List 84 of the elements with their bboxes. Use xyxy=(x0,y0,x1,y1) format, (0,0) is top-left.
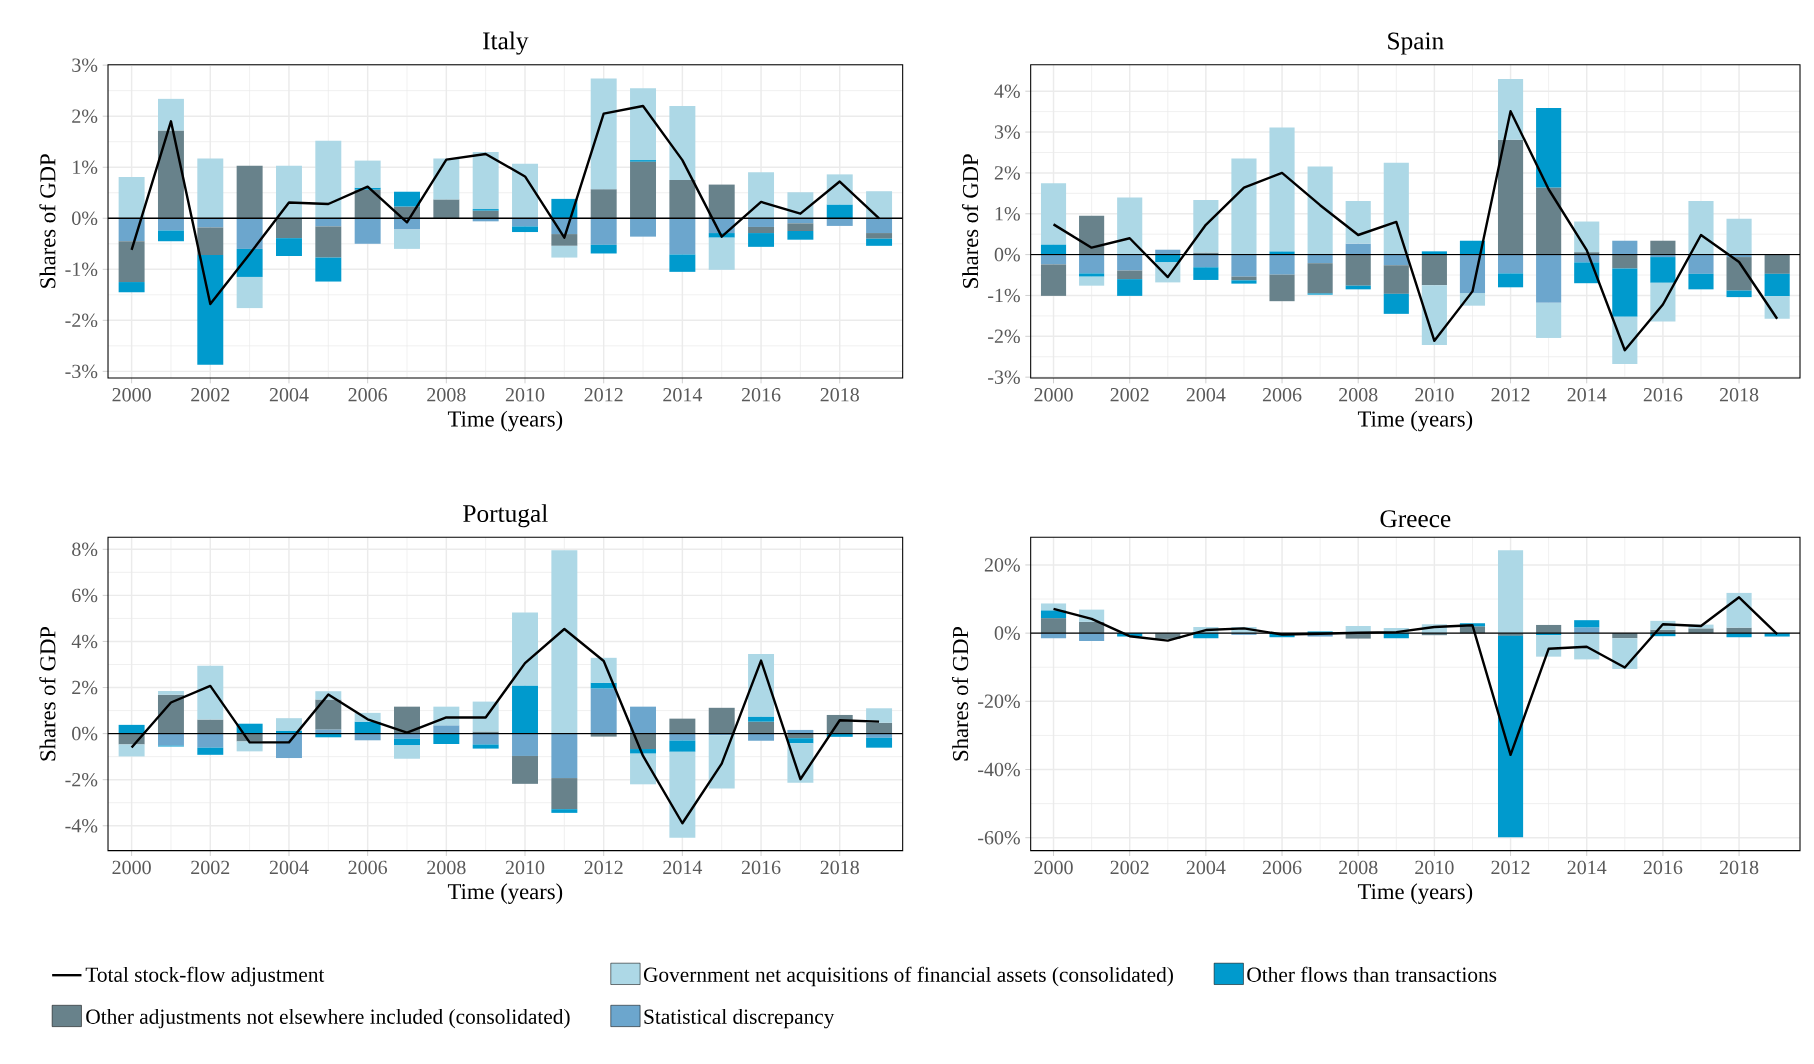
x-axis-title: Time (years) xyxy=(447,883,563,904)
x-tick-label: 2000 xyxy=(1034,388,1073,402)
x-tick-label: 2004 xyxy=(269,860,309,875)
legend-label: Total stock-flow adjustment xyxy=(85,966,325,987)
x-tick-label: 2006 xyxy=(348,860,388,875)
y-tick-label: -2% xyxy=(65,772,98,787)
y-tick-label: 8% xyxy=(72,542,98,557)
x-tick-label: 2004 xyxy=(1186,860,1226,875)
y-tick-label: 2% xyxy=(72,680,98,695)
x-tick-label: 2006 xyxy=(348,388,388,402)
legend-label: Government net acquisitions of financial assets (consolidated) xyxy=(643,966,1173,987)
y-tick-label: 4% xyxy=(71,634,98,649)
x-tick-label: 2008 xyxy=(427,388,466,402)
chart-title: Spain xyxy=(1388,32,1444,55)
x-tick-label: 2014 xyxy=(1567,388,1607,402)
y-tick-label: -3% xyxy=(65,364,98,379)
chart-title: Italy xyxy=(483,31,529,55)
y-tick-label: 1% xyxy=(995,206,1020,221)
x-tick-label: 2014 xyxy=(1567,860,1607,875)
y-tick-label: -60% xyxy=(978,830,1020,845)
x-tick-label: 2018 xyxy=(820,860,859,875)
x-tick-label: 2002 xyxy=(1110,388,1149,402)
x-tick-label: 2000 xyxy=(1034,860,1073,875)
x-axis-title: Time (years) xyxy=(1357,410,1473,432)
x-tick-label: 2008 xyxy=(1339,388,1378,402)
x-tick-label: 2002 xyxy=(191,388,230,402)
x-tick-label: 2014 xyxy=(663,388,703,402)
x-tick-label: 2008 xyxy=(427,860,466,875)
y-tick-label: -2% xyxy=(988,329,1020,344)
x-tick-label: 2002 xyxy=(1110,860,1149,875)
x-tick-label: 2006 xyxy=(1262,388,1302,402)
y-tick-label: -1% xyxy=(988,288,1020,303)
x-tick-label: 2010 xyxy=(1415,388,1454,402)
x-tick-label: 2016 xyxy=(741,860,781,875)
y-tick-label: 20% xyxy=(984,558,1020,572)
y-tick-label: -3% xyxy=(988,370,1020,384)
legend-label: Other flows than transactions xyxy=(1247,966,1497,982)
x-tick-label: 2012 xyxy=(584,388,623,402)
x-tick-label: 2016 xyxy=(1643,388,1683,402)
x-tick-label: 2010 xyxy=(505,388,545,402)
y-tick-label: 6% xyxy=(72,588,98,603)
x-tick-label: 2002 xyxy=(191,860,230,875)
y-tick-label: 2% xyxy=(72,109,98,123)
x-tick-label: 2016 xyxy=(1643,860,1683,875)
x-tick-label: 2000 xyxy=(112,388,151,402)
y-tick-label: 4% xyxy=(994,84,1020,99)
y-axis-title: Shares of GDP xyxy=(39,154,56,288)
y-tick-label: 3% xyxy=(994,125,1020,139)
x-tick-label: 2012 xyxy=(1491,860,1530,875)
y-tick-label: 2% xyxy=(994,166,1020,180)
chart-title: Greece xyxy=(1380,510,1451,528)
x-axis-title: Time (years) xyxy=(447,410,563,432)
x-tick-label: 2008 xyxy=(1339,860,1378,875)
x-tick-label: 2000 xyxy=(112,860,151,875)
y-axis-title: Shares of GDP xyxy=(951,626,969,761)
x-tick-label: 2004 xyxy=(1186,388,1226,402)
x-tick-label: 2006 xyxy=(1262,860,1302,875)
chart-title: Portugal xyxy=(463,504,548,528)
y-tick-label: -20% xyxy=(978,694,1020,709)
y-tick-label: -40% xyxy=(978,762,1020,777)
y-tick-label: 0% xyxy=(994,247,1020,262)
x-tick-label: 2004 xyxy=(269,388,309,402)
legend-label: Statistical discrepancy xyxy=(644,1008,835,1029)
y-tick-label: 3% xyxy=(72,58,98,72)
y-tick-label: -4% xyxy=(65,818,98,833)
x-tick-label: 2010 xyxy=(1415,860,1454,875)
y-tick-label: 0% xyxy=(72,211,98,226)
y-tick-label: -1% xyxy=(65,262,98,277)
y-axis-title: Shares of GDP xyxy=(39,626,56,761)
x-tick-label: 2014 xyxy=(663,860,703,875)
x-tick-label: 2012 xyxy=(1491,388,1530,402)
y-tick-label: 0% xyxy=(994,626,1020,640)
legend-label: Other adjustments not elsewhere included (consolidated) xyxy=(86,1008,570,1029)
x-tick-label: 2010 xyxy=(505,860,545,875)
y-tick-label: 0% xyxy=(72,726,98,741)
x-tick-label: 2012 xyxy=(584,860,623,875)
y-tick-label: 1% xyxy=(73,160,98,175)
x-axis-title: Time (years) xyxy=(1357,883,1473,904)
x-tick-label: 2016 xyxy=(741,388,781,402)
y-axis-title: Shares of GDP xyxy=(961,154,979,288)
x-tick-label: 2018 xyxy=(1719,860,1759,875)
y-tick-label: -2% xyxy=(65,313,98,328)
x-tick-label: 2018 xyxy=(820,388,859,402)
x-tick-label: 2018 xyxy=(1719,388,1759,402)
